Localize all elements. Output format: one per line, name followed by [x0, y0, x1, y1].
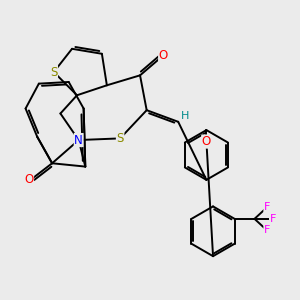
Text: N: N: [74, 134, 83, 146]
Text: O: O: [159, 49, 168, 62]
Text: H: H: [181, 111, 190, 121]
Text: O: O: [24, 173, 34, 186]
Text: F: F: [270, 214, 276, 224]
Text: F: F: [264, 202, 270, 212]
Text: F: F: [264, 226, 270, 236]
Text: S: S: [116, 132, 124, 145]
Text: S: S: [50, 65, 58, 79]
Text: O: O: [202, 135, 211, 148]
